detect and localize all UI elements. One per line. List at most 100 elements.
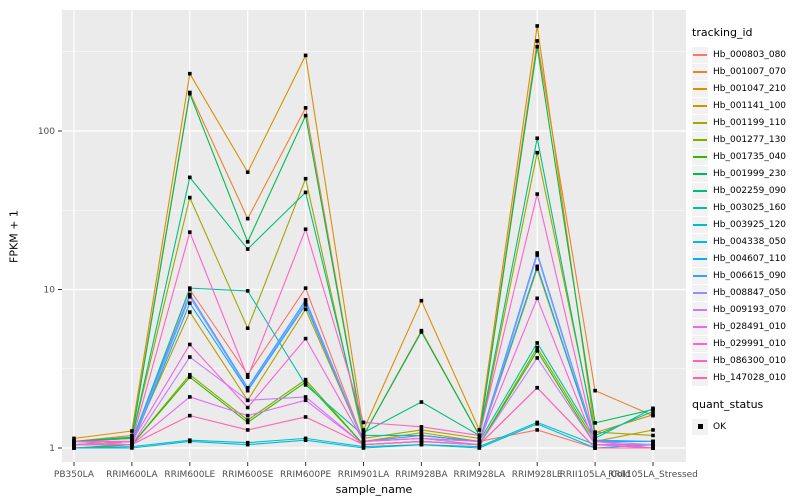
point-Hb_001735_040 — [535, 349, 539, 353]
point-Hb_001141_100 — [651, 428, 655, 432]
point-Hb_001199_110 — [477, 436, 482, 441]
point-Hb_006615_090 — [651, 439, 655, 444]
legend-line-swatch — [693, 359, 707, 362]
legend-item-Hb_004338_050: Hb_004338_050 — [692, 233, 798, 250]
legend-line-swatch — [693, 274, 707, 277]
legend-line-swatch — [693, 70, 707, 73]
legend-key-box — [692, 182, 708, 199]
legend-item-Hb_001999_230: Hb_001999_230 — [692, 165, 798, 182]
x-tick-label: RRIM901LA — [338, 470, 390, 480]
tracking-id-legend: tracking_id Hb_000803_080 Hb_001007_070 Hb… — [692, 26, 798, 386]
point-Hb_004338_050 — [303, 438, 308, 442]
x-tick-label: PB350LA — [54, 470, 95, 480]
y-axis-title: FPKM + 1 — [7, 210, 21, 263]
legend-line-swatch — [693, 138, 707, 141]
legend-item-label: Hb_000803_080 — [713, 49, 787, 60]
point-Hb_003025_160 — [651, 406, 655, 411]
legend-title: tracking_id — [692, 26, 753, 39]
point-Hb_003025_160 — [361, 433, 366, 438]
point-Hb_003025_160 — [188, 286, 192, 290]
point-Hb_001999_230 — [419, 330, 424, 334]
point-Hb_001999_230 — [188, 91, 192, 96]
legend-item-label: Hb_004338_050 — [713, 236, 787, 247]
legend-line-swatch — [693, 206, 707, 209]
point-Hb_001999_230 — [303, 113, 308, 118]
point-Hb_002259_090 — [593, 433, 597, 438]
point-Hb_000803_080 — [245, 372, 250, 377]
point-Hb_001047_210 — [477, 428, 482, 432]
point-Hb_086300_010 — [593, 439, 597, 444]
legend-line-swatch — [693, 257, 707, 260]
quant-legend-item: OK — [692, 418, 798, 435]
legend-item-Hb_001199_110: Hb_001199_110 — [692, 114, 798, 131]
legend-items: Hb_000803_080 Hb_001007_070 Hb_001047_210 H… — [692, 46, 798, 386]
x-tick-label: RRII105LA_Stressed — [608, 470, 698, 480]
legend-item-Hb_001141_100: Hb_001141_100 — [692, 97, 798, 114]
x-tick-label: RRIM600LA — [106, 470, 158, 480]
x-axis-title: sample_name — [335, 483, 413, 496]
y-tick-label: 100 — [38, 127, 55, 137]
point-Hb_147028_010 — [419, 439, 424, 444]
point-Hb_003025_160 — [245, 289, 250, 293]
point-Hb_008847_050 — [303, 300, 308, 305]
point-Hb_147028_010 — [593, 446, 597, 450]
legend-key-box — [692, 233, 708, 250]
point-Hb_029991_010 — [72, 442, 76, 447]
legend-item-label: Hb_009193_070 — [713, 304, 787, 315]
legend-key-box — [692, 165, 708, 182]
point-Hb_028491_010 — [303, 398, 308, 403]
legend-line-swatch — [693, 121, 707, 124]
point-Hb_001141_100 — [188, 310, 192, 314]
quant-legend-item-label: OK — [713, 421, 726, 432]
legend-line-swatch — [693, 223, 707, 226]
point-Hb_006615_090 — [419, 433, 424, 438]
point-Hb_001199_110 — [535, 150, 539, 155]
legend-item-label: Hb_001999_230 — [713, 168, 787, 179]
legend-item-Hb_001277_130: Hb_001277_130 — [692, 131, 798, 148]
point-Hb_001141_100 — [535, 267, 539, 271]
point-Hb_086300_010 — [535, 192, 539, 196]
legend-line-swatch — [693, 172, 707, 175]
point-Hb_004338_050 — [361, 446, 366, 450]
point-Hb_001735_040 — [245, 420, 250, 425]
point-Hb_147028_010 — [361, 442, 366, 447]
point-Hb_001277_130 — [535, 345, 539, 350]
legend-line-swatch — [693, 291, 707, 294]
point-Hb_001047_210 — [651, 412, 655, 417]
point-Hb_001277_130 — [303, 377, 308, 382]
point-Hb_008847_050 — [535, 253, 539, 257]
point-Hb_006615_090 — [303, 298, 308, 302]
legend-item-label: Hb_003025_160 — [713, 202, 787, 213]
point-Hb_147028_010 — [477, 442, 482, 447]
quant-status-legend: quant_status OK — [692, 398, 798, 435]
point-Hb_147028_010 — [245, 428, 250, 432]
point-Hb_003025_160 — [593, 436, 597, 441]
point-Hb_001277_130 — [188, 372, 192, 377]
legend-item-Hb_029991_010: Hb_029991_010 — [692, 335, 798, 352]
point-Hb_003025_160 — [535, 341, 539, 345]
point-Hb_009193_070 — [303, 395, 308, 399]
point-Hb_028491_010 — [188, 395, 192, 399]
point-Hb_147028_010 — [130, 442, 134, 447]
point-Hb_086300_010 — [130, 439, 134, 444]
point-Hb_029991_010 — [535, 296, 539, 301]
legend-line-swatch — [693, 342, 707, 345]
point-Hb_006615_090 — [188, 292, 192, 297]
point-Hb_003925_120 — [245, 440, 250, 445]
point-Hb_086300_010 — [419, 425, 424, 429]
legend-item-Hb_004607_110: Hb_004607_110 — [692, 250, 798, 267]
point-Hb_002259_090 — [361, 430, 366, 435]
point-Hb_001141_100 — [303, 307, 308, 312]
legend-key-box — [692, 114, 708, 131]
legend-key-box — [692, 131, 708, 148]
black-square-marker-icon — [697, 424, 703, 429]
legend-line-swatch — [693, 376, 707, 379]
legend-item-label: Hb_029991_010 — [713, 338, 787, 349]
point-Hb_001735_040 — [303, 380, 308, 385]
legend-key-box — [692, 63, 708, 80]
legend-item-label: Hb_028491_010 — [713, 321, 787, 332]
legend-key-box — [692, 250, 708, 267]
legend-item-Hb_003925_120: Hb_003925_120 — [692, 216, 798, 233]
legend-item-label: Hb_001277_130 — [713, 134, 787, 145]
legend-item-label: Hb_001007_070 — [713, 66, 787, 77]
